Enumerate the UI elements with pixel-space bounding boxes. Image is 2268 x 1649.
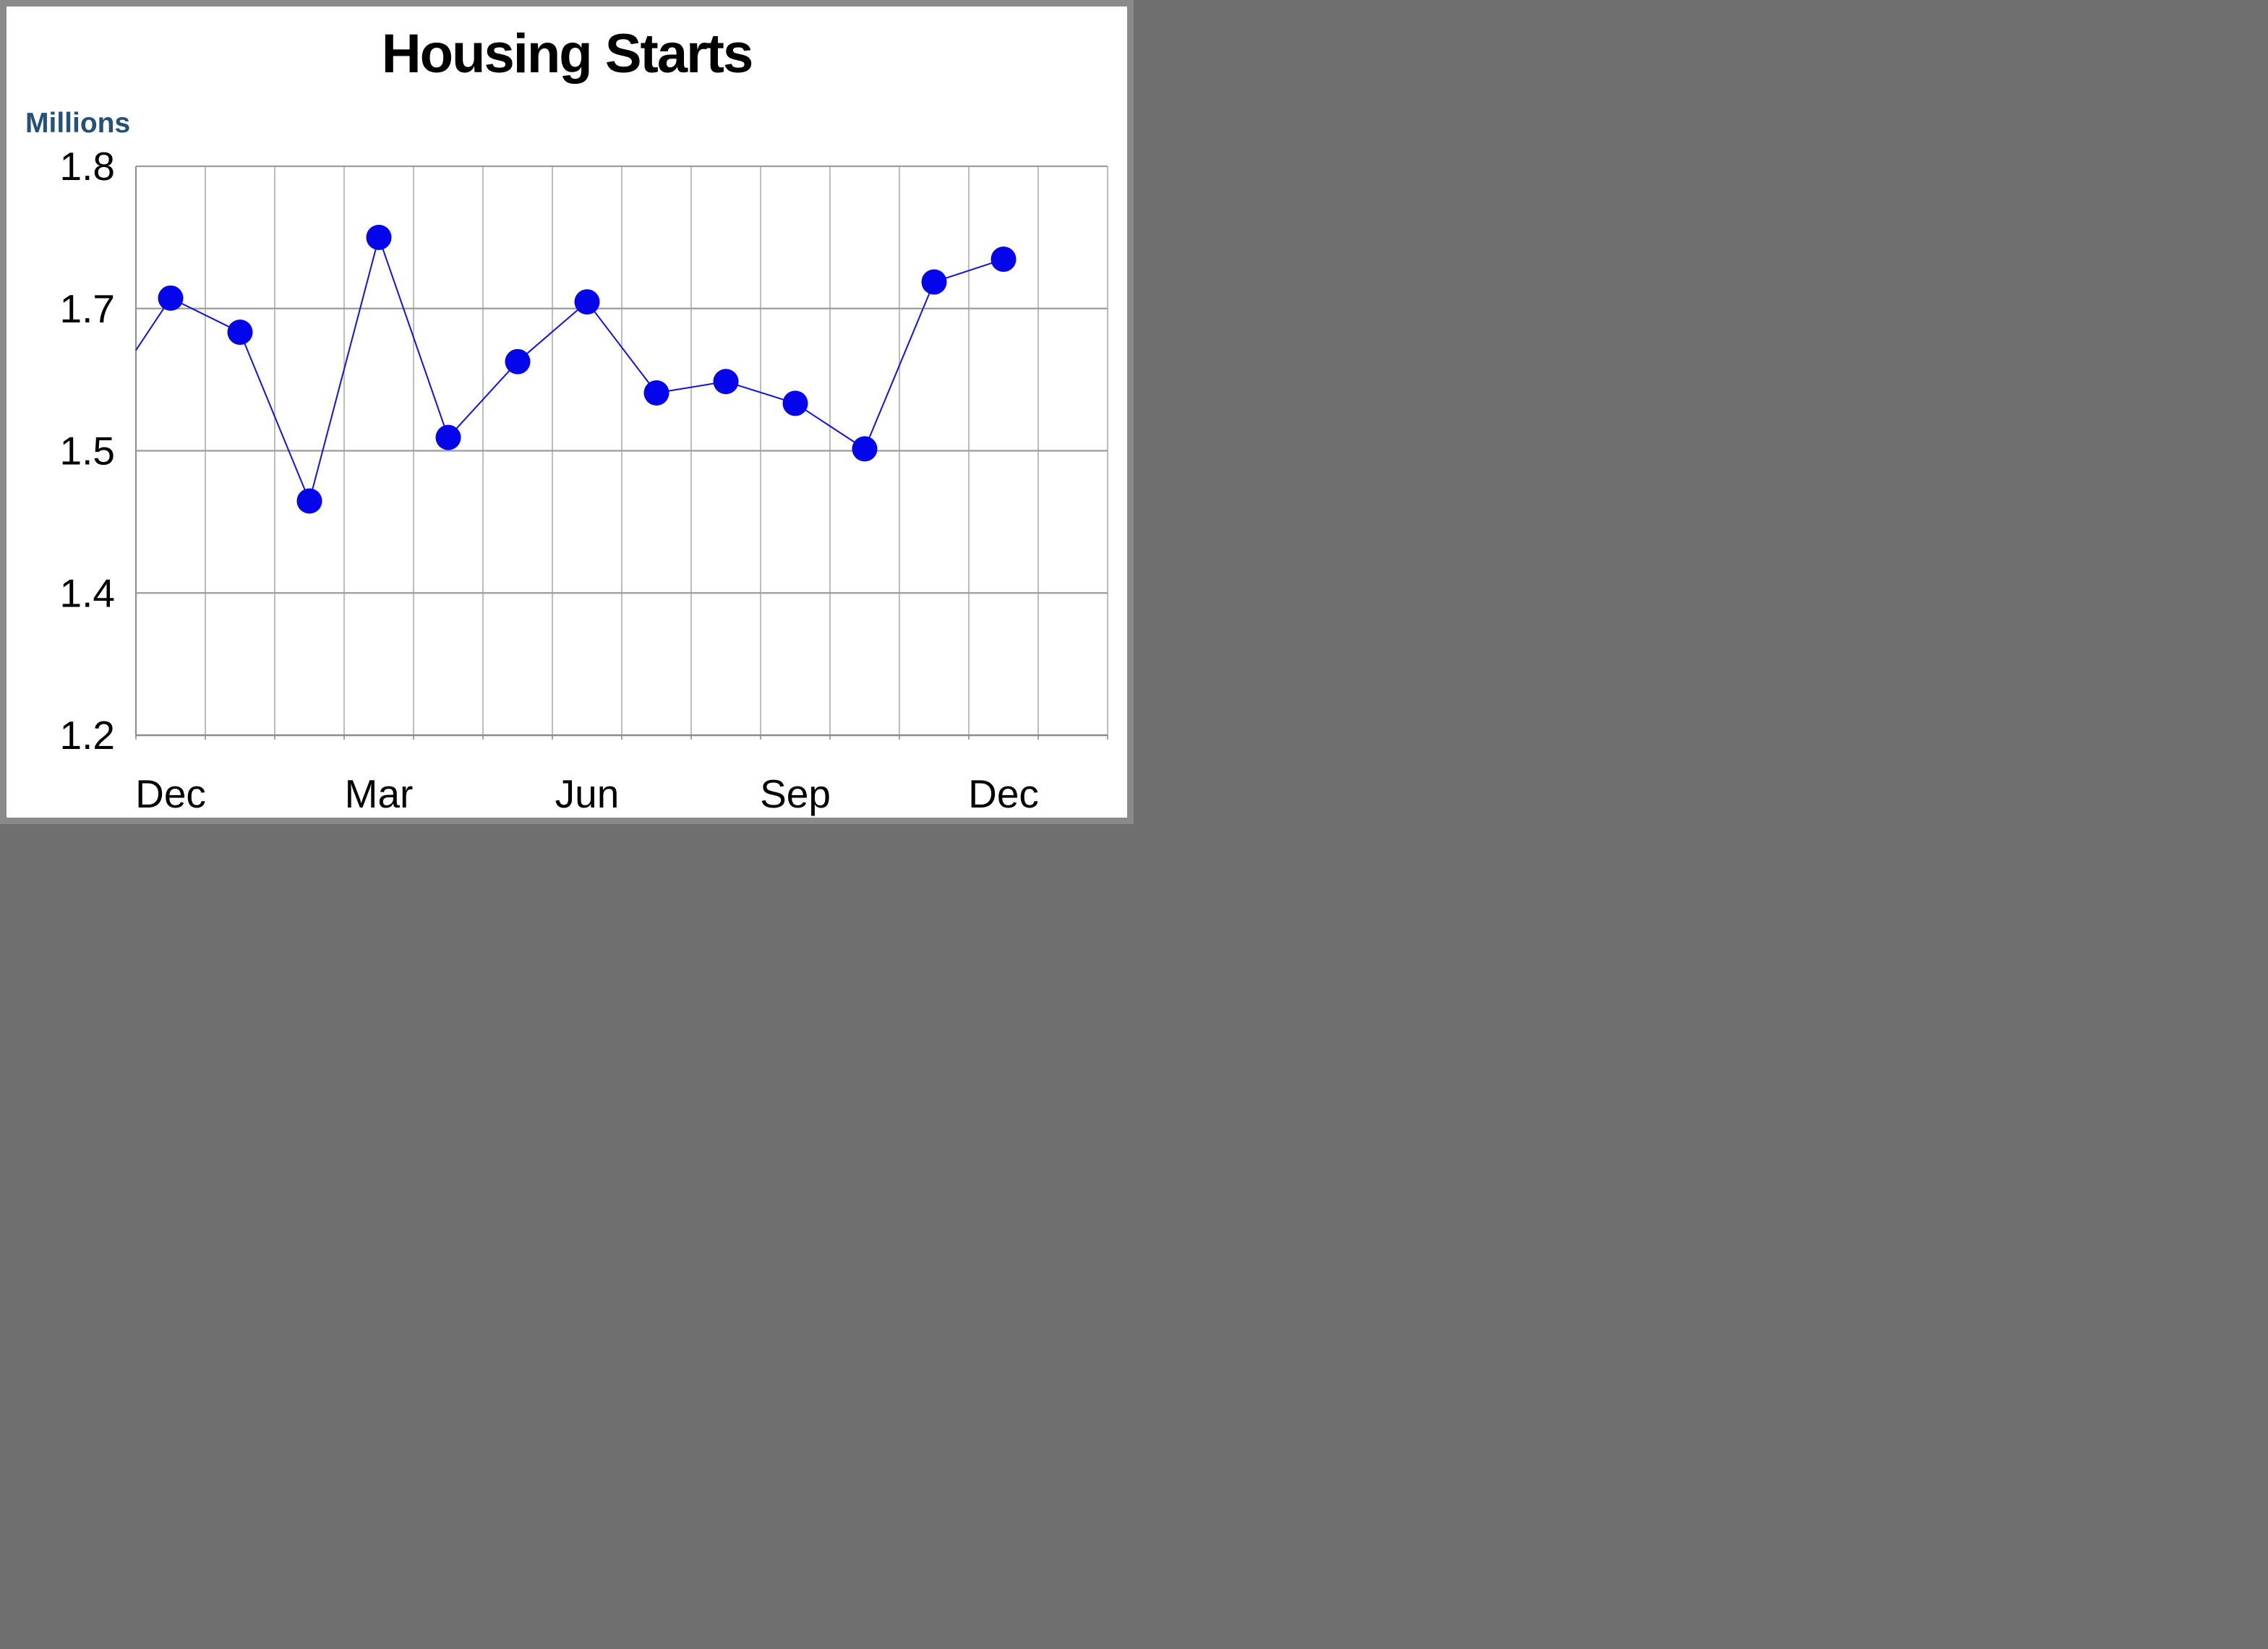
data-point-marker bbox=[852, 436, 878, 462]
data-point-marker bbox=[921, 269, 947, 295]
data-point-marker bbox=[227, 320, 253, 346]
data-point-marker bbox=[296, 488, 322, 514]
data-point-marker bbox=[990, 247, 1017, 273]
x-axis-tick-label: Dec bbox=[135, 771, 206, 816]
slide-canvas: Housing Starts Millions 1.8 1.7 1.5 1.4 1.2 D… bbox=[0, 0, 1134, 824]
data-point-marker bbox=[574, 289, 600, 315]
y-axis-tick-label: 1.8 bbox=[60, 144, 115, 189]
x-axis-tick-label: Sep bbox=[760, 771, 831, 816]
data-point-marker bbox=[782, 390, 808, 416]
data-point-marker bbox=[366, 224, 392, 250]
y-axis-tick-label: 1.4 bbox=[60, 570, 115, 615]
y-axis-tick-label: 1.2 bbox=[60, 713, 115, 758]
chart-title: Housing Starts bbox=[381, 23, 754, 85]
data-point-marker bbox=[505, 348, 531, 374]
data-line bbox=[135, 234, 1004, 504]
data-point-marker bbox=[435, 424, 461, 450]
x-axis-tick-label: Jun bbox=[555, 771, 620, 816]
y-axis-tick-label: 1.5 bbox=[60, 429, 115, 474]
x-axis-tick-label: Dec bbox=[968, 771, 1039, 816]
y-axis-unit-label: Millions bbox=[25, 108, 131, 139]
data-point-marker bbox=[713, 369, 739, 395]
housing-starts-line-chart: 1.8 1.7 1.5 1.4 1.2 Dec Mar Jun Sep Dec bbox=[60, 144, 1108, 816]
data-point-marker bbox=[643, 380, 669, 406]
y-axis-tick-label: 1.7 bbox=[60, 286, 115, 331]
x-axis-tick-label: Mar bbox=[345, 771, 414, 816]
data-point-marker bbox=[158, 285, 184, 311]
